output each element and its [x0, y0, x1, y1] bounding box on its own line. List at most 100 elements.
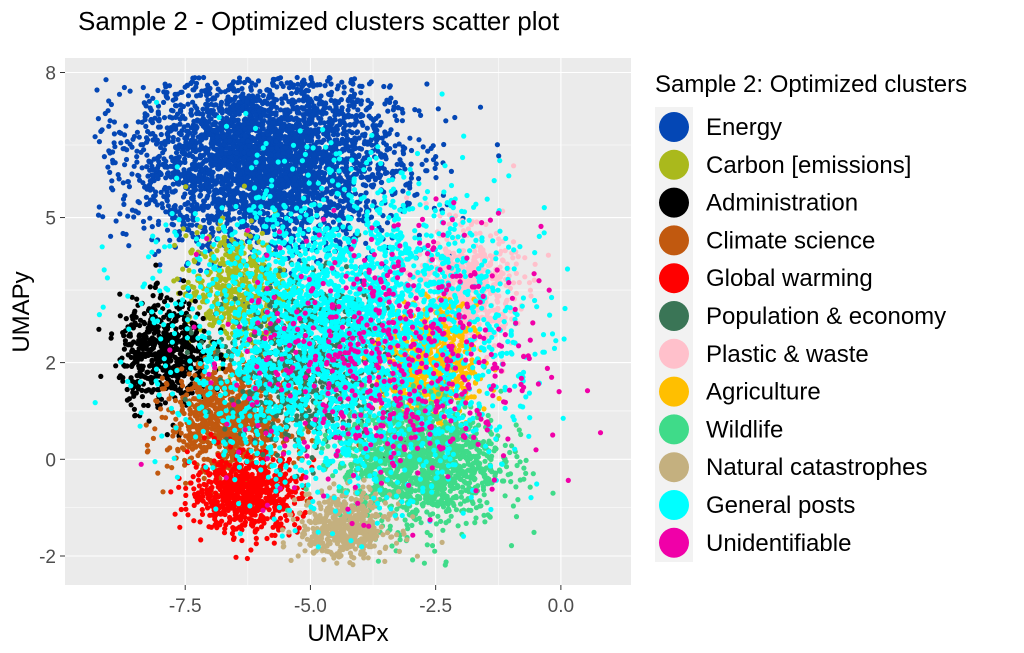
data-point	[227, 308, 233, 314]
data-point	[408, 161, 414, 167]
data-point	[286, 122, 292, 128]
data-point	[249, 134, 255, 141]
data-point	[293, 182, 299, 188]
data-point	[341, 84, 347, 90]
data-point	[264, 163, 270, 170]
data-point	[185, 279, 191, 285]
data-point	[319, 160, 325, 166]
data-point	[131, 406, 137, 412]
data-point	[259, 183, 265, 189]
data-point	[418, 112, 424, 118]
data-point	[173, 103, 180, 109]
data-point	[207, 315, 213, 322]
data-point	[152, 426, 158, 432]
data-point	[211, 193, 217, 199]
data-point	[395, 105, 401, 111]
data-point	[356, 217, 362, 223]
data-point	[335, 108, 341, 114]
data-point	[150, 95, 156, 101]
data-point	[279, 100, 285, 106]
data-point	[239, 86, 245, 92]
data-point	[197, 224, 203, 230]
data-point	[212, 127, 218, 133]
data-point	[283, 175, 289, 181]
data-point	[274, 145, 280, 151]
data-point	[248, 87, 254, 93]
data-point	[244, 98, 250, 105]
data-point	[241, 149, 247, 156]
data-point	[400, 110, 406, 116]
data-point	[138, 149, 144, 155]
data-point	[364, 125, 370, 131]
data-point	[194, 230, 200, 236]
data-point	[145, 352, 151, 358]
data-point	[200, 315, 206, 322]
data-point	[205, 150, 211, 156]
data-point	[189, 247, 195, 253]
data-point	[221, 198, 227, 205]
data-point	[155, 470, 161, 476]
data-point	[185, 101, 191, 107]
data-point	[197, 155, 203, 161]
data-point	[196, 75, 202, 81]
data-point	[259, 230, 265, 236]
data-point	[318, 116, 324, 122]
data-point	[144, 442, 150, 448]
data-point	[166, 185, 172, 191]
data-point	[125, 179, 131, 185]
data-point	[239, 106, 245, 112]
data-point	[292, 187, 298, 194]
data-point	[242, 132, 248, 138]
data-point	[207, 91, 213, 97]
data-point	[221, 191, 227, 197]
data-point	[226, 254, 232, 260]
data-point	[366, 166, 373, 172]
data-point	[333, 163, 340, 169]
data-point	[156, 153, 162, 159]
data-point	[226, 202, 232, 208]
data-point	[173, 156, 180, 163]
data-point	[308, 74, 314, 81]
data-point	[254, 227, 260, 233]
data-point	[266, 136, 272, 142]
data-point	[178, 102, 184, 108]
data-point	[164, 463, 170, 469]
data-point	[352, 121, 358, 127]
data-point	[172, 188, 178, 194]
data-point	[197, 193, 203, 199]
data-point	[141, 311, 147, 317]
data-point	[142, 335, 149, 341]
data-point	[425, 148, 431, 154]
data-point	[268, 102, 274, 108]
data-point	[332, 100, 338, 107]
data-point	[147, 131, 154, 137]
data-point	[110, 157, 116, 163]
data-point	[165, 130, 171, 136]
data-point	[163, 175, 169, 181]
data-point	[335, 140, 341, 146]
data-point	[163, 92, 169, 99]
data-point	[179, 89, 185, 95]
data-point	[209, 225, 215, 231]
data-point	[420, 144, 426, 150]
data-point	[161, 147, 167, 153]
data-point	[131, 133, 137, 140]
data-point	[141, 344, 147, 350]
data-point	[301, 188, 307, 194]
data-point	[280, 181, 286, 187]
data-point	[170, 181, 176, 187]
data-point	[390, 170, 397, 176]
data-point	[219, 180, 225, 186]
data-point	[95, 212, 102, 218]
data-point	[265, 210, 271, 216]
data-point	[359, 83, 365, 89]
data-point	[305, 429, 311, 435]
data-point	[164, 432, 170, 438]
data-point	[287, 172, 293, 178]
data-point	[349, 87, 355, 93]
data-point	[286, 148, 292, 155]
data-point	[147, 105, 153, 111]
data-point	[299, 134, 305, 140]
data-point	[195, 109, 201, 115]
data-point	[303, 87, 309, 93]
